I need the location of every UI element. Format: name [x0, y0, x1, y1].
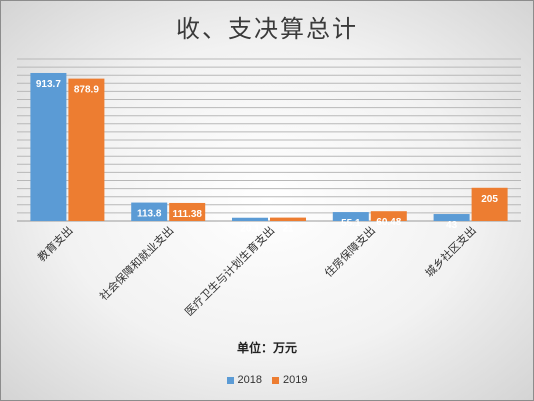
data-label-2019-4: 205	[481, 194, 498, 205]
bar-2019-2	[270, 217, 306, 221]
legend-label-2019: 2019	[283, 374, 308, 386]
legend: 2018 2019	[1, 374, 533, 386]
bars	[30, 72, 508, 222]
data-labels: 913.7 878.9 113.8 111.38 20.1 21 55.1 60.48 43 20…	[36, 79, 498, 235]
bar-2018-2	[232, 217, 268, 221]
category-label-3: 住房保障支出	[321, 223, 378, 280]
bar-2019-3	[370, 211, 407, 221]
category-label-1: 社会保障和就业支出	[96, 223, 176, 303]
bar-2018-1	[131, 202, 168, 221]
bar-2018-0	[30, 72, 67, 222]
legend-item-2019: 2019	[272, 374, 307, 386]
category-labels: 教育支出 社会保障和就业支出 医疗卫生与计划生育支出 住房保障支出 城乡社区支出	[35, 223, 479, 318]
data-label-2018-0: 913.7	[36, 79, 61, 90]
category-label-0: 教育支出	[35, 223, 76, 264]
data-label-2018-2: 20.1	[240, 224, 260, 235]
data-label-2018-3: 55.1	[341, 218, 361, 229]
data-label-2019-1: 111.38	[172, 209, 202, 220]
data-label-2018-4: 43	[446, 220, 458, 231]
data-label-2019-3: 60.48	[376, 217, 401, 228]
category-label-4: 城乡社区支出	[422, 223, 479, 280]
category-label-2: 医疗卫生与计划生育支出	[182, 223, 277, 318]
legend-label-2018: 2018	[237, 374, 262, 386]
bar-2018-4	[433, 214, 470, 221]
bar-2018-3	[332, 212, 369, 221]
data-label-2019-0: 878.9	[74, 85, 99, 96]
bar-2019-1	[169, 202, 206, 221]
data-label-2018-1: 113.8	[137, 209, 162, 220]
unit-label: 单位：万元	[236, 341, 297, 355]
bar-2019-0	[68, 78, 105, 222]
legend-swatch-2018	[226, 376, 234, 384]
legend-item-2018: 2018	[226, 374, 262, 386]
bar-2019-4	[471, 187, 508, 221]
chart-title: 收、支决算总计	[176, 15, 358, 43]
data-label-2019-2: 21	[282, 224, 294, 235]
plot-area: 913.7 878.9 113.8 111.38 20.1 21 55.1 60.48 43 20…	[17, 58, 521, 319]
legend-swatch-2019	[272, 376, 279, 384]
